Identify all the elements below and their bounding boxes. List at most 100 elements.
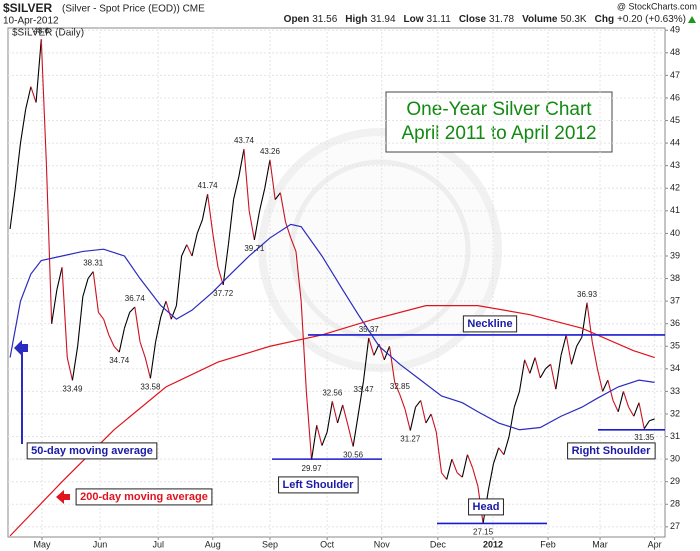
- stat-label: Open: [284, 14, 310, 25]
- price-segment: [596, 368, 604, 392]
- price-segment: [550, 364, 557, 390]
- moving-average: [9, 305, 655, 537]
- price-segment: [524, 359, 531, 374]
- price-segment: [149, 341, 157, 379]
- y-tick-label: 29: [670, 476, 680, 486]
- price-segment: [61, 267, 68, 358]
- point-label: 41.74: [198, 181, 219, 190]
- legend-label: $SILVER (Daily): [12, 28, 84, 39]
- stat-value: 31.56: [312, 14, 337, 25]
- price-segment: [77, 296, 84, 347]
- stat-value: 31.94: [370, 14, 395, 25]
- price-segment: [123, 312, 131, 329]
- label-box: [75, 488, 213, 506]
- price-segment: [160, 300, 167, 318]
- price-segment: [415, 400, 422, 408]
- stat-label: High: [345, 14, 367, 25]
- quote-stats: Open 31.56 High 31.94 Low 31.11 Close 31.78 Volu…: [284, 14, 686, 25]
- price-segment: [253, 210, 261, 241]
- price-segment: [51, 289, 58, 324]
- price-segment: [617, 391, 624, 412]
- price-segment: [222, 244, 229, 285]
- price-segment: [248, 210, 255, 241]
- label-box: [26, 442, 158, 460]
- price-segment: [399, 394, 406, 410]
- point-label: 34.74: [109, 356, 130, 365]
- price-segment: [233, 176, 240, 200]
- price-segment: [118, 328, 125, 353]
- symbol: $SILVER: [3, 1, 52, 15]
- price-segment: [451, 458, 458, 473]
- price-segment: [337, 404, 344, 424]
- price-segment: [155, 316, 162, 342]
- x-tick-label: Nov: [374, 539, 391, 549]
- price-segment: [643, 420, 650, 429]
- price-segment: [259, 188, 266, 211]
- price-segment: [404, 409, 411, 431]
- price-segment: [103, 319, 110, 336]
- point-label: 36.74: [125, 294, 146, 303]
- price-segment: [87, 271, 94, 279]
- price-segment: [113, 345, 120, 353]
- moving-average: [9, 223, 655, 431]
- y-tick-label: 34: [670, 363, 680, 373]
- point-label: 31.27: [400, 435, 421, 444]
- y-tick-label: 30: [670, 454, 680, 464]
- chart-subtitle: April 2011 to April 2012: [401, 123, 596, 144]
- price-segment: [576, 336, 583, 347]
- x-tick-label: May: [34, 539, 52, 549]
- price-segment: [9, 188, 16, 229]
- price-segment: [35, 39, 42, 103]
- x-tick-label: Sep: [262, 539, 278, 549]
- point-label: 43.26: [260, 147, 281, 156]
- y-tick-label: 36: [670, 318, 680, 328]
- y-tick-label: 42: [670, 183, 680, 193]
- price-segment: [19, 109, 27, 144]
- price-segment: [555, 355, 562, 390]
- x-tick-label: Feb: [540, 539, 556, 549]
- y-tick-label: 41: [670, 205, 680, 215]
- price-segment: [82, 278, 89, 297]
- price-segment: [331, 401, 339, 424]
- annotation-label: Head: [473, 501, 500, 513]
- price-segment: [290, 237, 297, 252]
- price-segment: [357, 380, 365, 415]
- description: (Silver - Spot Price (EOD)) CME: [62, 4, 205, 15]
- stat-value: 31.78: [489, 14, 514, 25]
- price-segment: [388, 346, 396, 383]
- x-tick-label: Oct: [320, 539, 335, 549]
- price-segment: [295, 251, 302, 302]
- price-segment: [311, 425, 318, 460]
- price-segment: [581, 302, 588, 338]
- y-tick-label: 32: [670, 408, 680, 418]
- up-arrow: [688, 16, 696, 23]
- point-label: 38.31: [83, 259, 104, 268]
- price-segment: [466, 454, 474, 469]
- price-segment: [545, 363, 552, 370]
- price-segment: [456, 472, 463, 478]
- price-segment: [487, 463, 495, 491]
- point-label: 32.56: [322, 388, 343, 397]
- y-tick-label: 38: [670, 273, 680, 283]
- price-segment: [66, 357, 73, 381]
- ma-label: 50-day moving average: [31, 445, 153, 457]
- price-segment: [170, 305, 177, 320]
- price-segment: [274, 192, 281, 200]
- price-segment: [633, 402, 640, 417]
- label-box: [462, 315, 518, 333]
- point-label: 33.58: [140, 382, 161, 391]
- point-label: 48.6: [33, 26, 49, 35]
- stat-value: 31.11: [427, 14, 452, 25]
- point-label: 35.37: [359, 325, 380, 334]
- price-segment: [513, 391, 520, 408]
- price-segment: [165, 300, 172, 320]
- point-label: 36.93: [577, 290, 598, 299]
- price-segment: [435, 431, 443, 473]
- price-segment: [181, 244, 188, 257]
- y-tick-label: 45: [670, 115, 680, 125]
- price-segment: [243, 148, 250, 211]
- annotation-label: Neckline: [467, 318, 512, 330]
- stat-label: Chg: [595, 14, 614, 25]
- price-segment: [108, 334, 115, 347]
